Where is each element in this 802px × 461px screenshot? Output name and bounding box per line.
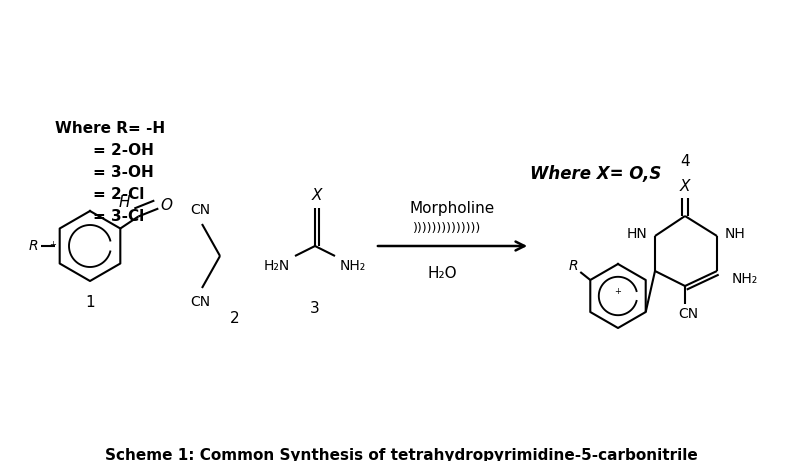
Text: R: R xyxy=(28,239,38,253)
Text: = 3-Cl: = 3-Cl xyxy=(93,209,144,224)
Text: NH: NH xyxy=(723,227,744,241)
Text: X: X xyxy=(679,178,690,194)
Text: Scheme 1: Common Synthesis of tetrahydropyrimidine-5-carbonitrile: Scheme 1: Common Synthesis of tetrahydro… xyxy=(104,448,696,461)
Text: H: H xyxy=(119,195,130,210)
Text: CN: CN xyxy=(677,307,697,321)
Text: +: + xyxy=(50,240,56,248)
Text: 4: 4 xyxy=(679,154,689,169)
Text: HN: HN xyxy=(626,227,646,241)
Text: CN: CN xyxy=(190,203,210,217)
Text: R: R xyxy=(568,259,577,273)
Text: X: X xyxy=(311,188,322,202)
Text: Morpholine: Morpholine xyxy=(409,201,495,215)
Text: H₂O: H₂O xyxy=(427,266,457,282)
Text: NH₂: NH₂ xyxy=(731,272,757,286)
Text: 2: 2 xyxy=(230,311,240,326)
Text: CN: CN xyxy=(190,295,210,309)
Text: Where R= -H: Where R= -H xyxy=(55,121,165,136)
Text: 1: 1 xyxy=(85,295,95,310)
Text: O: O xyxy=(160,198,172,213)
Text: Where X= O,S: Where X= O,S xyxy=(529,165,661,183)
Text: H₂N: H₂N xyxy=(264,259,290,273)
Text: 3: 3 xyxy=(310,301,319,316)
Text: = 2-Cl: = 2-Cl xyxy=(93,187,144,202)
Text: = 2-OH: = 2-OH xyxy=(93,143,154,158)
Text: )))))))))))))): )))))))))))))) xyxy=(413,221,481,235)
Text: +: + xyxy=(614,286,621,296)
Text: = 3-OH: = 3-OH xyxy=(93,165,153,180)
Text: NH₂: NH₂ xyxy=(339,259,366,273)
